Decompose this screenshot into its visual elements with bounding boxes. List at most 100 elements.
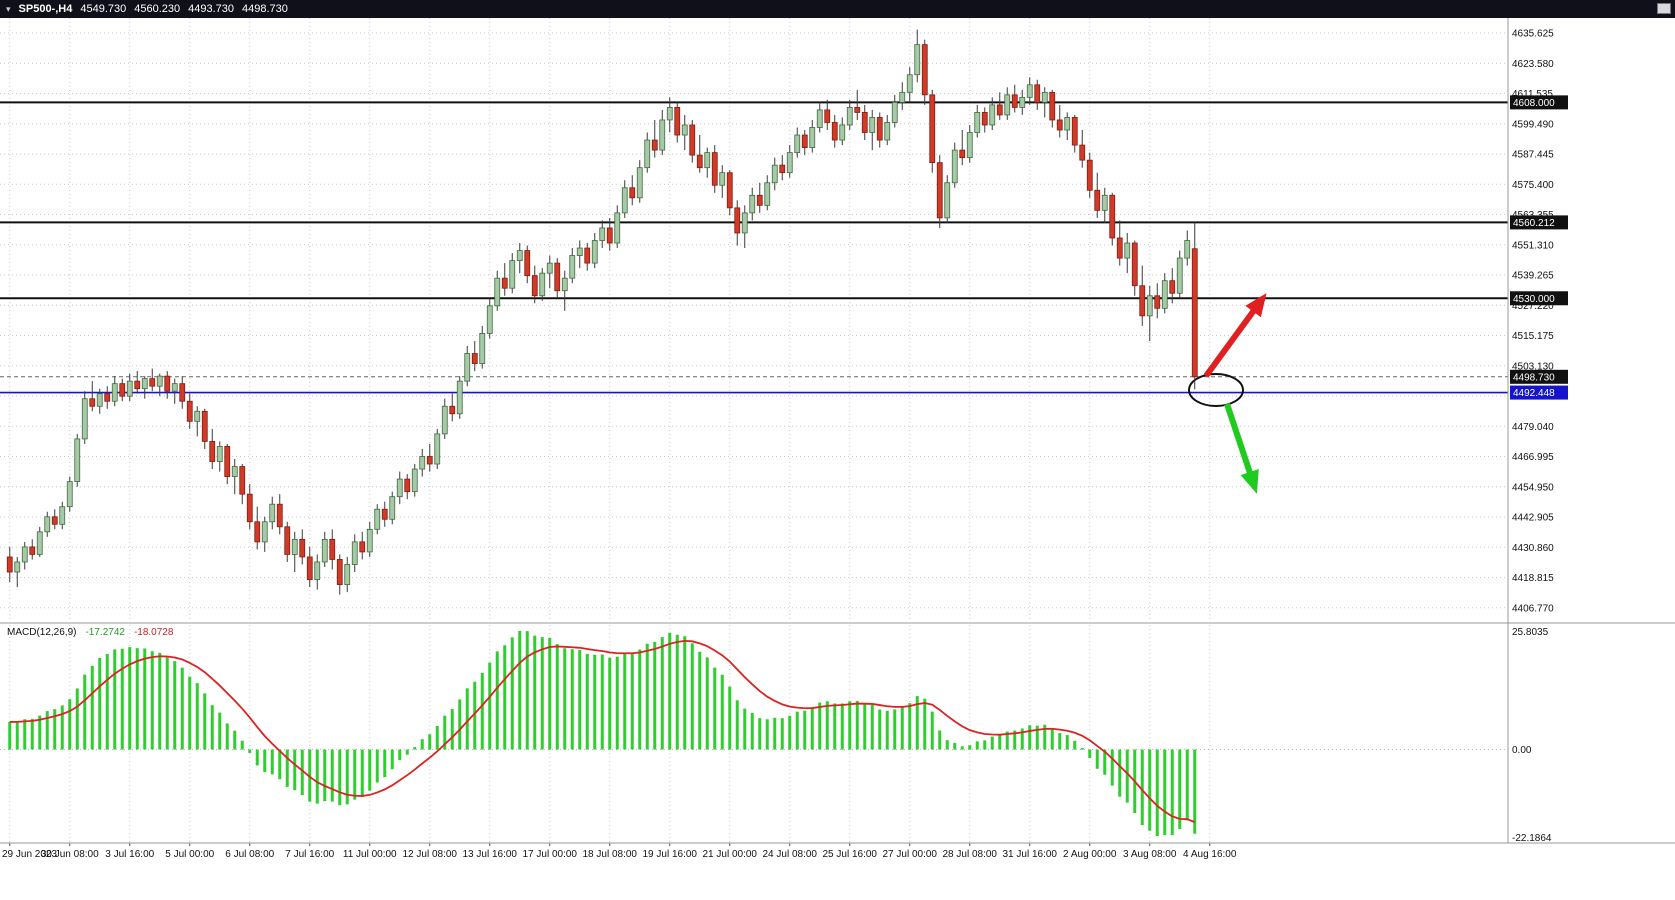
window-controls[interactable] — [1657, 3, 1671, 14]
candle — [396, 478, 403, 498]
candle — [1071, 117, 1078, 146]
candle — [936, 162, 943, 219]
macd-plot-area[interactable] — [0, 625, 1508, 843]
candle — [801, 134, 808, 148]
svg-text:31 Jul 16:00: 31 Jul 16:00 — [1003, 849, 1058, 860]
price-label — [1510, 385, 1568, 400]
candle — [329, 538, 336, 560]
price-label — [1510, 291, 1568, 306]
candle — [1019, 96, 1026, 108]
svg-text:4430.860: 4430.860 — [1512, 543, 1554, 554]
svg-text:4551.310: 4551.310 — [1512, 240, 1554, 251]
candle — [209, 441, 216, 462]
candle — [831, 122, 838, 141]
candle — [929, 94, 936, 164]
candle — [419, 456, 426, 470]
candle — [149, 378, 156, 387]
candle — [216, 446, 223, 462]
svg-text:13 Jul 16:00: 13 Jul 16:00 — [463, 849, 518, 860]
candle — [74, 438, 81, 483]
candle — [771, 164, 778, 184]
svg-text:6 Jul 08:00: 6 Jul 08:00 — [225, 849, 274, 860]
candle — [786, 152, 793, 174]
macd-indicator-label: MACD(12,26,9) -17.2742 -18.0728 — [7, 627, 173, 638]
svg-text:30 Jun 08:00: 30 Jun 08:00 — [41, 849, 99, 860]
candle — [1161, 280, 1168, 309]
svg-text:4623.580: 4623.580 — [1512, 59, 1554, 70]
svg-text:4560.212: 4560.212 — [1513, 218, 1555, 229]
candle — [201, 410, 208, 442]
svg-text:4635.625: 4635.625 — [1512, 29, 1554, 40]
down-arrow-annotation[interactable] — [1224, 403, 1259, 494]
candle — [1109, 194, 1116, 239]
candle — [389, 496, 396, 520]
candle — [824, 109, 831, 123]
candle — [531, 275, 538, 297]
candle — [306, 556, 313, 580]
candle — [141, 378, 148, 390]
svg-text:4492.448: 4492.448 — [1513, 388, 1555, 399]
ellipse-annotation[interactable] — [1188, 373, 1244, 407]
candle — [1169, 280, 1176, 294]
svg-text:11 Jul 00:00: 11 Jul 00:00 — [343, 849, 397, 860]
candle — [584, 247, 591, 264]
candle — [869, 117, 876, 133]
candle — [21, 546, 28, 563]
candle — [171, 383, 178, 392]
chart-title-bar[interactable]: ▾ SP500-,H4 4549.730 4560.230 4493.730 4… — [0, 0, 1675, 18]
svg-text:4406.770: 4406.770 — [1512, 603, 1554, 614]
candle — [696, 154, 703, 169]
svg-text:17 Jul 00:00: 17 Jul 00:00 — [523, 849, 578, 860]
candle — [134, 380, 141, 390]
candle — [464, 353, 471, 382]
candle — [914, 44, 921, 76]
svg-text:4539.265: 4539.265 — [1512, 271, 1554, 282]
svg-text:4527.220: 4527.220 — [1512, 301, 1554, 312]
svg-text:25 Jul 16:00: 25 Jul 16:00 — [823, 849, 878, 860]
ohlc-open: 4549.730 — [80, 3, 127, 15]
candle — [704, 152, 711, 169]
svg-text:4454.950: 4454.950 — [1512, 482, 1554, 493]
candle — [479, 333, 486, 364]
macd-name: MACD(12,26,9) — [7, 627, 77, 638]
candle — [321, 538, 328, 563]
candle — [1049, 91, 1056, 121]
candle — [1086, 159, 1093, 191]
candle — [951, 149, 958, 184]
candle — [996, 104, 1003, 116]
candle — [66, 481, 73, 508]
candle — [1146, 295, 1153, 317]
candle — [756, 194, 763, 206]
candle — [899, 91, 906, 103]
candle — [809, 127, 816, 148]
candle — [1041, 91, 1048, 103]
candle — [1116, 237, 1123, 259]
candle — [359, 541, 366, 553]
chart-canvas[interactable]: 4635.625 4623.580 4611.535 4599.490 4587.445… — [0, 18, 1675, 900]
candle — [194, 410, 201, 422]
candle — [741, 212, 748, 234]
candle — [44, 516, 51, 533]
svg-text:5 Jul 00:00: 5 Jul 00:00 — [165, 849, 214, 860]
up-arrow-annotation[interactable] — [1203, 293, 1267, 378]
chart-objects[interactable] — [0, 101, 1508, 494]
svg-text:-22.1864: -22.1864 — [1512, 833, 1552, 844]
candle — [884, 122, 891, 141]
price-label — [1510, 215, 1568, 230]
candle — [1056, 119, 1063, 131]
candle — [231, 466, 238, 477]
price-axis[interactable]: 4635.625 4623.580 4611.535 4599.490 4587.445… — [1510, 29, 1568, 845]
candle — [1064, 117, 1071, 131]
candle — [1184, 240, 1191, 259]
candle — [554, 262, 561, 292]
candle — [351, 541, 358, 565]
candle — [681, 124, 688, 136]
candle — [651, 139, 658, 151]
candle — [906, 74, 913, 93]
macd-signal-line — [9, 639, 1196, 823]
candle — [156, 375, 163, 387]
chart-plot-area[interactable] — [0, 18, 1508, 622]
svg-text:18 Jul 08:00: 18 Jul 08:00 — [583, 849, 638, 860]
svg-text:7 Jul 16:00: 7 Jul 16:00 — [285, 849, 334, 860]
